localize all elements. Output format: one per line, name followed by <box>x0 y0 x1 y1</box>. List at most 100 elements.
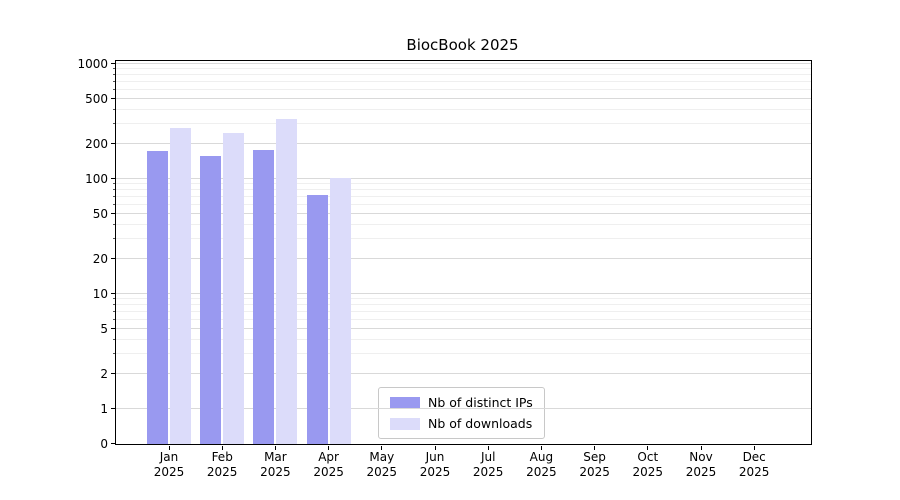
x-axis-tick <box>540 446 542 450</box>
y-tick-label: 100 <box>85 172 108 186</box>
y-tick-label: 1000 <box>77 57 108 71</box>
y-tick-label: 2 <box>100 367 108 382</box>
x-axis-tick <box>328 446 330 450</box>
gridline-major <box>116 327 811 329</box>
chart-legend: Nb of distinct IPs Nb of downloads <box>378 387 545 439</box>
gridline-minor <box>116 74 811 76</box>
y-tick-label: 1 <box>100 402 108 416</box>
x-tick-year: 2025 <box>472 465 504 479</box>
gridline-minor <box>116 310 811 312</box>
gridline-major <box>116 212 811 214</box>
gridline-minor <box>116 189 811 191</box>
y-axis-tick <box>111 373 115 375</box>
bar-downloads-jan <box>170 127 191 444</box>
x-tick-label: Jan 2025 <box>139 450 199 480</box>
gridline-minor <box>116 123 811 125</box>
bar-distinct-ips-mar <box>253 149 275 444</box>
x-tick-year: 2025 <box>206 465 238 479</box>
y-axis-tick <box>111 293 115 294</box>
y-axis-minor-tick <box>113 74 115 76</box>
y-axis-minor-tick <box>113 195 115 197</box>
x-axis-tick <box>381 446 383 450</box>
y-axis-minor-tick <box>113 88 115 90</box>
x-axis-tick <box>594 446 596 450</box>
x-tick-label: Jul 2025 <box>458 450 518 480</box>
y-axis-minor-tick <box>113 80 115 82</box>
x-tick-year: 2025 <box>313 465 344 479</box>
y-axis-tick <box>111 63 115 64</box>
legend-item: Nb of downloads <box>390 416 533 431</box>
y-axis-tick <box>111 408 115 409</box>
x-tick-year: 2025 <box>366 465 398 479</box>
gridline-major <box>116 408 811 409</box>
legend-swatch-icon <box>390 396 420 409</box>
y-axis-tick <box>111 258 115 260</box>
x-tick-label: Nov 2025 <box>671 450 731 480</box>
y-axis-minor-tick <box>113 298 115 300</box>
x-tick-year: 2025 <box>738 465 770 479</box>
bar-distinct-ips-jan <box>147 151 168 444</box>
y-axis-tick <box>111 327 115 329</box>
x-tick-label: Feb 2025 <box>192 450 252 480</box>
y-tick-label: 5 <box>100 321 108 336</box>
gridline-minor <box>116 108 811 110</box>
x-tick-year: 2025 <box>579 465 610 479</box>
legend-item: Nb of distinct IPs <box>390 395 533 410</box>
y-tick-label: 50 <box>92 206 108 221</box>
bar-distinct-ips-apr <box>306 195 328 444</box>
x-tick-label: Dec 2025 <box>724 450 784 480</box>
gridline-major <box>116 178 811 179</box>
gridline-major <box>116 63 811 64</box>
y-axis-minor-tick <box>113 108 115 110</box>
gridline-minor <box>116 318 811 320</box>
gridline-minor <box>116 298 811 300</box>
y-axis-minor-tick <box>113 318 115 320</box>
gridline-minor <box>116 304 811 306</box>
x-axis-tick <box>487 446 489 450</box>
x-tick-label: Sep 2025 <box>565 450 625 480</box>
bar-downloads-apr <box>329 177 351 444</box>
chart-title: BiocBook 2025 <box>406 36 519 54</box>
gridline-major <box>116 258 811 260</box>
bar-downloads-mar <box>276 119 298 444</box>
gridline-major <box>116 143 811 145</box>
gridline-major <box>116 97 811 99</box>
y-tick-label: 500 <box>85 91 108 106</box>
y-tick-label: 10 <box>92 287 108 301</box>
y-axis-minor-tick <box>113 338 115 340</box>
x-axis-tick <box>434 446 436 450</box>
gridline-minor <box>116 80 811 82</box>
x-tick-year: 2025 <box>153 465 185 479</box>
x-axis-tick <box>647 446 649 450</box>
x-tick-year: 2025 <box>526 465 557 479</box>
y-axis-minor-tick <box>113 68 115 70</box>
y-tick-label: 200 <box>85 137 108 152</box>
gridline-minor <box>116 88 811 90</box>
x-axis-tick <box>221 446 223 450</box>
y-axis-tick <box>111 143 115 145</box>
x-tick-label: Oct 2025 <box>618 450 678 480</box>
gridline-minor <box>116 353 811 355</box>
legend-swatch-icon <box>390 417 420 430</box>
x-tick-label: Apr 2025 <box>299 450 359 480</box>
y-tick-label: 0 <box>100 437 108 451</box>
y-axis-minor-tick <box>113 183 115 185</box>
bar-distinct-ips-feb <box>200 155 222 444</box>
y-axis-minor-tick <box>113 310 115 312</box>
gridline-minor <box>116 223 811 225</box>
bar-downloads-feb <box>223 133 245 444</box>
legend-label: Nb of distinct IPs <box>428 395 533 410</box>
gridline-minor <box>116 68 811 70</box>
y-axis-tick <box>111 212 115 214</box>
y-axis-minor-tick <box>113 223 115 225</box>
x-tick-year: 2025 <box>260 465 291 479</box>
gridline-major <box>116 373 811 375</box>
y-axis-minor-tick <box>113 123 115 125</box>
x-tick-year: 2025 <box>685 465 717 479</box>
y-axis-minor-tick <box>113 203 115 205</box>
x-tick-label: Aug 2025 <box>511 450 571 480</box>
x-tick-label: Mar 2025 <box>245 450 305 480</box>
gridline-minor <box>116 238 811 240</box>
gridline-minor <box>116 183 811 185</box>
